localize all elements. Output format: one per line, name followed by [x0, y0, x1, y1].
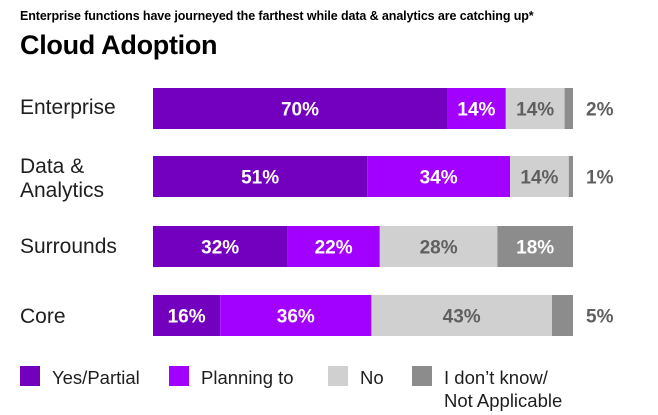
- bar-data-label: 14%: [516, 100, 554, 121]
- chart-subtitle: Enterprise functions have journeyed the …: [20, 9, 534, 23]
- bar-segment: [367, 156, 510, 197]
- legend-swatch: [169, 366, 189, 386]
- legend-swatch: [412, 366, 432, 386]
- category-label-line: Analytics: [20, 179, 105, 202]
- bar-data-label: 14%: [520, 168, 558, 189]
- bar-outside-label: 2%: [586, 100, 614, 121]
- bar-data-label: 22%: [315, 238, 353, 259]
- legend-label-line: I don’t know/: [444, 367, 548, 388]
- bar-segment: [220, 295, 372, 336]
- legend-label: I don’t know/ Not Applicable: [444, 366, 562, 412]
- category-label-line: Surrounds: [20, 235, 117, 258]
- bar-data-label: 32%: [201, 238, 239, 259]
- bar-segment: [497, 226, 573, 267]
- legend-item-no: No: [328, 366, 384, 389]
- chart-title: Cloud Adoption: [20, 30, 218, 60]
- bar-segment: [447, 88, 506, 129]
- legend-label: No: [360, 367, 384, 388]
- legend-swatch: [20, 366, 40, 386]
- category-label-enterprise: Enterprise: [20, 96, 116, 120]
- bar-data-label: 70%: [281, 100, 319, 121]
- bar-segment: [379, 226, 498, 267]
- bar-data-label: 36%: [277, 307, 315, 328]
- bar-segment: [153, 226, 288, 267]
- bar-data-label: 14%: [457, 100, 495, 121]
- bar-segment: [552, 295, 573, 336]
- legend-swatch: [328, 366, 348, 386]
- legend-label-line: Not Applicable: [444, 390, 563, 411]
- bar-outside-label: 5%: [586, 307, 614, 328]
- bar-segment: [287, 226, 380, 267]
- bar-data-label: 34%: [420, 168, 458, 189]
- bar-data-label: 16%: [168, 307, 206, 328]
- category-label-core: Core: [20, 305, 66, 329]
- bar-segment: [153, 156, 368, 197]
- stacked-bar-chart: 70% 14% 14% 2% 51% 34% 14% 1% 32% 22% 28% 18% 16% 36%…: [153, 88, 614, 336]
- legend-item-dont-know: I don’t know/ Not Applicable: [412, 366, 562, 412]
- category-label-data-analytics: Data & Analytics: [20, 155, 104, 203]
- category-label-line: Enterprise: [20, 96, 116, 119]
- bar-data-label: 18%: [516, 238, 554, 259]
- category-label-line: Core: [20, 305, 66, 328]
- bar-segment: [505, 88, 565, 129]
- bar-data-label: 28%: [420, 238, 458, 259]
- bar-segment: [564, 88, 573, 129]
- legend-item-yes-partial: Yes/Partial: [20, 366, 140, 389]
- bar-segment: [510, 156, 569, 197]
- legend-label: Yes/Partial: [52, 367, 140, 388]
- bar-outside-label: 1%: [586, 168, 614, 189]
- bar-data-label: 51%: [241, 168, 279, 189]
- bar-data-label: 43%: [443, 307, 481, 328]
- bar-segment: [153, 88, 447, 129]
- category-label-line: Data &: [20, 155, 85, 178]
- bar-segment: [153, 295, 221, 336]
- category-label-surrounds: Surrounds: [20, 235, 117, 259]
- legend-label: Planning to: [201, 367, 294, 388]
- legend-item-planning-to: Planning to: [169, 366, 294, 389]
- bar-segment: [371, 295, 552, 336]
- bar-segment: [568, 156, 573, 197]
